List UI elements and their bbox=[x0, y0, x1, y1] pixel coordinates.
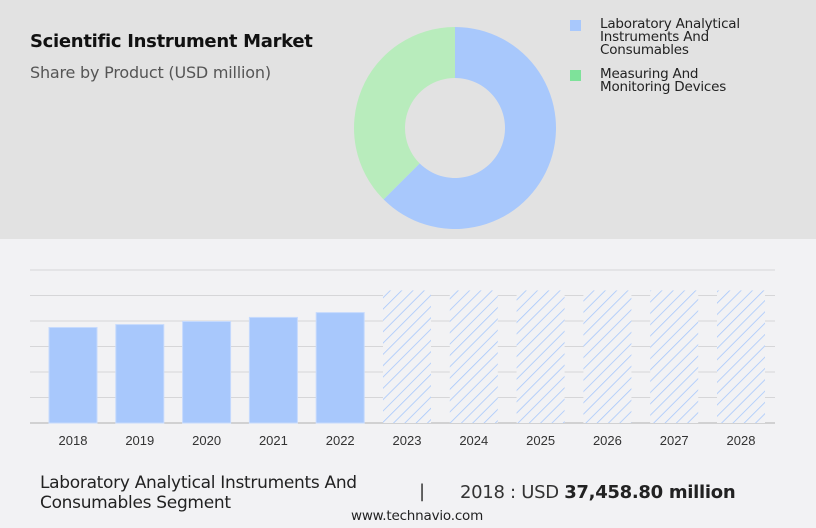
segment-name: Laboratory Analytical Instruments And Co… bbox=[40, 473, 357, 513]
forecast-bar-2025 bbox=[516, 290, 565, 423]
legend-label-line: Consumables bbox=[600, 42, 689, 58]
legend-label-line: Measuring And bbox=[600, 66, 699, 82]
x-axis-label: 2022 bbox=[326, 433, 355, 448]
legend: Laboratory Analytical Instruments And Co… bbox=[570, 16, 810, 105]
footer-separator: | bbox=[419, 481, 426, 502]
bar-2020 bbox=[182, 321, 232, 424]
x-axis-label: 2026 bbox=[593, 433, 622, 448]
forecast-bar-2024 bbox=[449, 290, 498, 423]
bar-2019 bbox=[115, 324, 165, 424]
segment-value-prefix: 2018 : USD bbox=[460, 482, 565, 503]
segment-name-line1: Laboratory Analytical Instruments And bbox=[40, 473, 357, 493]
x-axis-label: 2019 bbox=[125, 433, 154, 448]
legend-swatch-green bbox=[570, 70, 581, 81]
legend-swatch-blue bbox=[570, 20, 581, 31]
chart-subtitle: Share by Product (USD million) bbox=[30, 63, 271, 82]
x-axis-label: 2027 bbox=[660, 433, 689, 448]
x-axis-label: 2021 bbox=[259, 433, 288, 448]
forecast-bar-2028 bbox=[717, 290, 765, 423]
bar-2022 bbox=[315, 312, 365, 424]
segment-value: 2018 : USD 37,458.80 million bbox=[460, 482, 736, 503]
legend-item-measuring-devices: Measuring And Monitoring Devices bbox=[570, 66, 810, 95]
bars bbox=[48, 290, 765, 424]
x-axis-label: 2018 bbox=[59, 433, 88, 448]
x-axis-labels: 2018 2019 2020 2021 2022 2023 2024 2025 2026 2027… bbox=[59, 433, 756, 448]
x-axis-label: 2020 bbox=[192, 433, 221, 448]
segment-value-amount: 37,458.80 million bbox=[564, 482, 736, 503]
bar-2021 bbox=[248, 316, 298, 424]
legend-item-lab-instruments: Laboratory Analytical Instruments And Co… bbox=[570, 16, 810, 58]
chart-title: Scientific Instrument Market bbox=[30, 31, 313, 52]
source-url: www.technavio.com bbox=[351, 508, 484, 524]
x-axis-label: 2025 bbox=[526, 433, 555, 448]
donut-slice-lab-instruments bbox=[383, 27, 556, 230]
forecast-bar-2026 bbox=[583, 290, 632, 423]
donut-chart bbox=[354, 27, 556, 230]
donut-slice-measuring-devices bbox=[354, 27, 455, 200]
bar-chart: 2018 2019 2020 2021 2022 2023 2024 2025 2026 2027… bbox=[30, 269, 775, 448]
segment-name-line2: Consumables Segment bbox=[40, 493, 231, 513]
legend-label-line: Instruments And bbox=[600, 29, 709, 45]
x-axis-label: 2023 bbox=[393, 433, 422, 448]
x-axis-label: 2024 bbox=[459, 433, 488, 448]
forecast-bar-2023 bbox=[383, 290, 431, 423]
forecast-bar-2027 bbox=[650, 290, 699, 423]
x-axis-label: 2028 bbox=[727, 433, 756, 448]
legend-label-line: Monitoring Devices bbox=[600, 79, 727, 95]
legend-label-line: Laboratory Analytical bbox=[600, 16, 740, 32]
bar-2018 bbox=[48, 326, 98, 424]
